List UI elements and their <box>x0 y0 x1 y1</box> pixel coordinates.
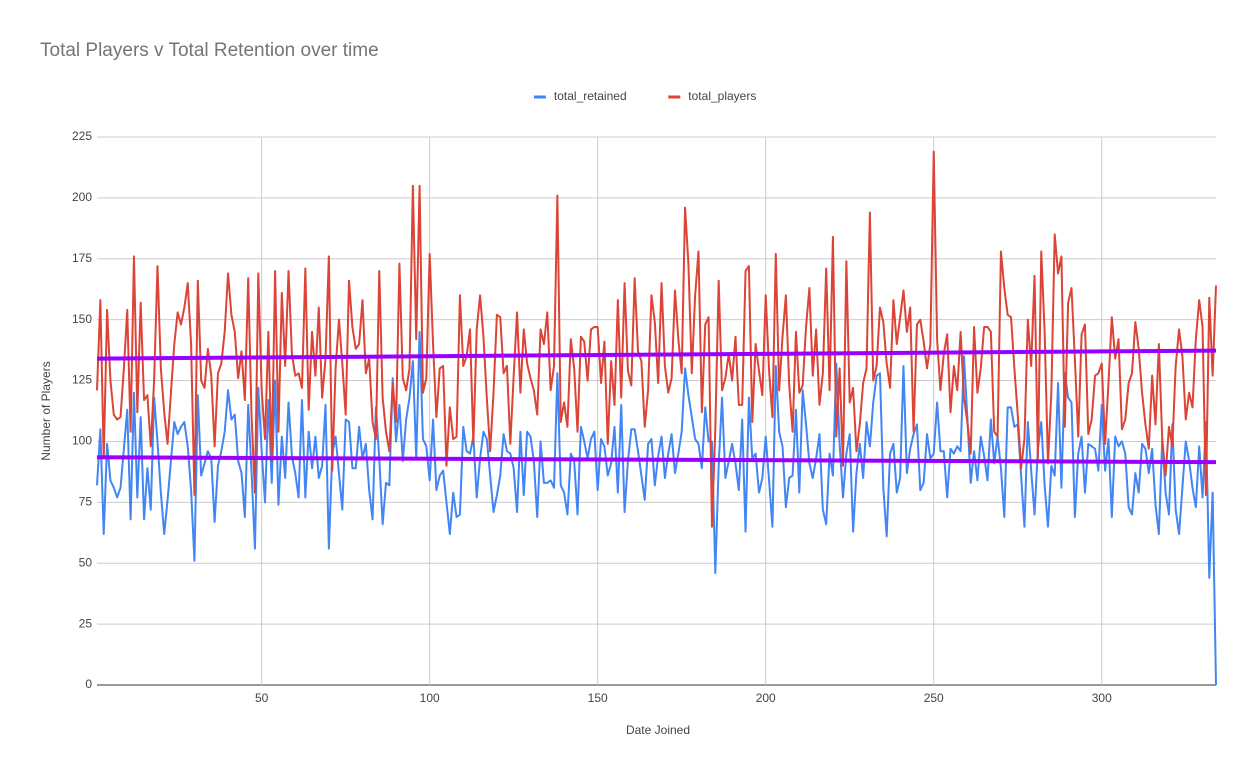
x-axis-label: Date Joined <box>626 723 690 737</box>
x-tick-label: 150 <box>588 691 608 705</box>
y-tick-label: 25 <box>79 616 93 630</box>
x-tick-label: 300 <box>1092 691 1112 705</box>
y-tick-label: 150 <box>72 312 92 326</box>
trendline <box>96 348 1217 361</box>
y-tick-label: 175 <box>72 251 92 265</box>
grid: 0 25 50 75 100 125 150 175 200 225 50 100 150 200 250 3… <box>72 129 1216 705</box>
legend: total_retained total_players <box>533 89 756 103</box>
y-tick-label: 50 <box>79 555 93 569</box>
x-tick-label: 250 <box>924 691 944 705</box>
y-tick-label: 200 <box>72 190 92 204</box>
chart-title: Total Players v Total Retention over tim… <box>40 40 379 61</box>
y-tick-label: 100 <box>72 434 92 448</box>
legend-label: total_players <box>688 89 756 103</box>
y-tick-label: 75 <box>79 495 93 509</box>
trendline <box>96 455 1217 465</box>
y-tick-label: 0 <box>85 677 92 691</box>
x-tick-label: 50 <box>255 691 269 705</box>
plot-area <box>96 150 1217 686</box>
legend-label: total_retained <box>554 89 627 103</box>
y-axis-label: Number of Players <box>39 361 53 460</box>
x-tick-label: 200 <box>756 691 776 705</box>
data-line <box>96 150 1217 528</box>
y-tick-label: 125 <box>72 373 92 387</box>
y-tick-label: 225 <box>72 129 92 143</box>
x-tick-label: 100 <box>420 691 440 705</box>
